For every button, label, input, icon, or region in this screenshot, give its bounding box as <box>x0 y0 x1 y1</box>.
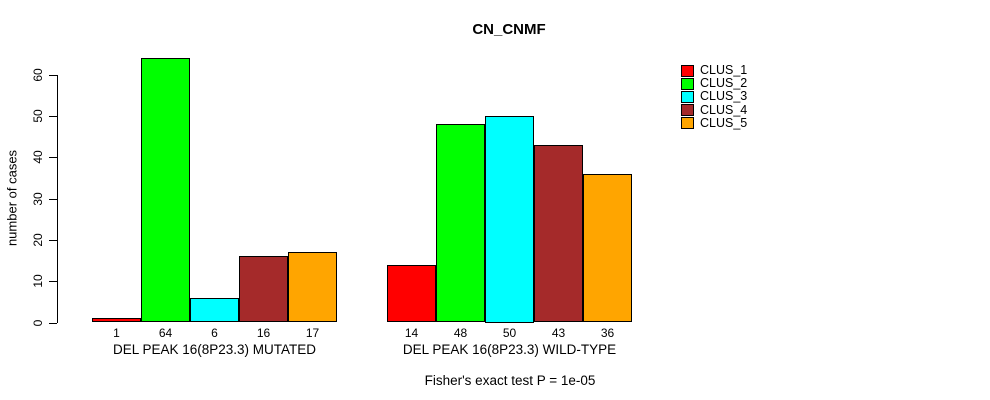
bar-clus_1-group2 <box>387 264 436 323</box>
y-axis-tick-label: 30 <box>31 191 45 206</box>
legend-label: CLUS_5 <box>700 115 748 130</box>
y-axis-tick-label: 10 <box>31 274 45 288</box>
bar-value-label: 64 <box>158 326 173 340</box>
legend-item-clus_1: CLUS_1 <box>681 64 747 77</box>
y-axis-tick <box>49 157 57 159</box>
y-axis-tick-label: 20 <box>31 233 45 247</box>
bar-clus_2-group2 <box>436 124 485 323</box>
bar-clus_5-group2 <box>583 173 632 323</box>
y-axis-tick <box>49 116 57 117</box>
legend-label: CLUS_4 <box>700 102 748 117</box>
legend-swatch-clus_2 <box>681 77 694 90</box>
y-axis-tick <box>49 74 57 76</box>
group-label-1: DEL PEAK 16(8P23.3) MUTATED <box>112 342 317 357</box>
y-axis-tick-label: 60 <box>31 68 45 82</box>
legend-label: CLUS_3 <box>700 89 748 104</box>
bar-clus_4-group1 <box>239 256 288 323</box>
y-axis-tick <box>49 239 57 241</box>
group-label-2: DEL PEAK 16(8P23.3) WILD-TYPE <box>402 342 617 357</box>
legend-swatch-clus_3 <box>681 90 694 103</box>
bar-clus_3-group2 <box>485 116 534 323</box>
legend-item-clus_5: CLUS_5 <box>681 115 748 130</box>
legend-swatch-clus_4 <box>681 104 694 117</box>
y-axis-tick-label: 50 <box>31 109 45 123</box>
bar-clus_1-group1 <box>92 318 141 323</box>
y-axis-tick <box>49 322 57 324</box>
y-axis-tick <box>49 198 57 200</box>
bar-clus_5-group1 <box>288 252 337 323</box>
legend-swatch-clus_1 <box>681 64 694 77</box>
annotation-fisher-test: Fisher's exact test P = 1e-05 <box>424 373 596 388</box>
bar-value-label: 48 <box>453 326 468 340</box>
legend-label: CLUS_2 <box>700 76 748 91</box>
legend-item-clus_2: CLUS_2 <box>681 77 747 90</box>
bar-value-label: 50 <box>502 326 517 340</box>
bar-clus_3-group1 <box>190 297 239 323</box>
legend-label: CLUS_1 <box>700 63 748 78</box>
legend-item-clus_3: CLUS_3 <box>681 90 747 103</box>
legend: CLUS_1 CLUS_2 CLUS_3 CLUS_4 CLUS_5 <box>681 64 747 130</box>
bar-value-label: 17 <box>305 326 320 340</box>
y-axis-tick-label: 0 <box>31 319 45 326</box>
bar-value-label: 43 <box>551 326 566 340</box>
y-axis-label: number of cases <box>4 149 20 247</box>
y-axis-tick <box>49 281 57 283</box>
y-axis-tick-label: 40 <box>31 150 45 164</box>
y-axis-line <box>57 74 58 324</box>
legend-item-clus_4: CLUS_4 <box>681 102 748 117</box>
bar-value-label: 36 <box>600 326 615 340</box>
bar-value-label: 6 <box>211 326 218 340</box>
bar-value-label: 1 <box>113 326 120 340</box>
chart-title: CN_CNMF <box>472 21 546 38</box>
bar-clus_4-group2 <box>534 144 583 323</box>
bar-value-label: 14 <box>404 326 419 340</box>
bar-value-label: 16 <box>256 326 271 340</box>
legend-swatch-clus_5 <box>681 117 694 130</box>
bar-clus_2-group1 <box>141 58 190 323</box>
